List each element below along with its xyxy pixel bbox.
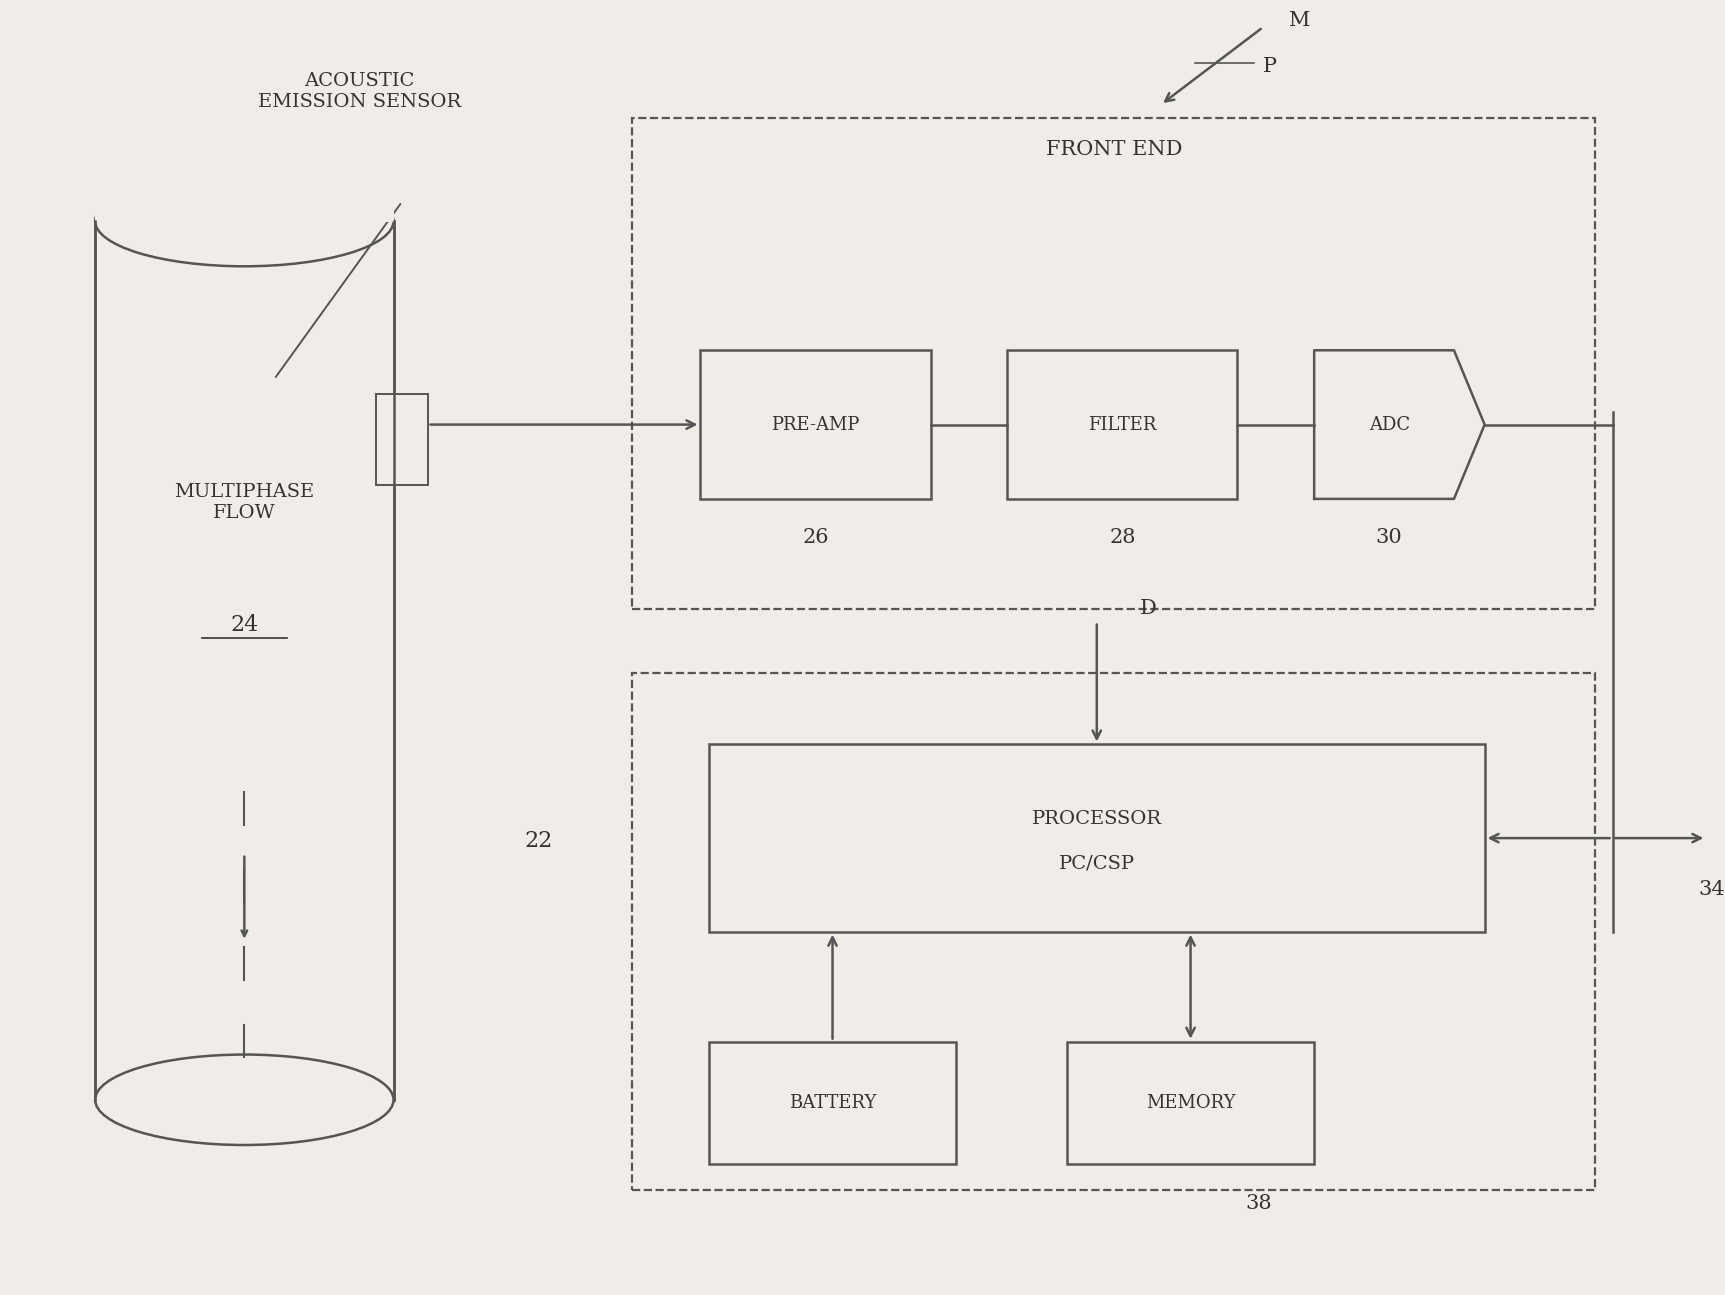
Text: M: M <box>1289 12 1309 30</box>
FancyBboxPatch shape <box>1007 350 1237 499</box>
Text: 26: 26 <box>802 528 828 548</box>
Polygon shape <box>1314 350 1485 499</box>
FancyBboxPatch shape <box>709 745 1485 932</box>
Text: 30: 30 <box>1377 528 1402 548</box>
Text: PC/CSP: PC/CSP <box>1059 855 1135 873</box>
Text: 38: 38 <box>1245 1194 1271 1212</box>
FancyBboxPatch shape <box>95 174 393 223</box>
Text: D: D <box>1140 600 1156 618</box>
Text: PRE-AMP: PRE-AMP <box>771 416 859 434</box>
FancyBboxPatch shape <box>1068 1041 1314 1164</box>
Text: P: P <box>1263 57 1276 75</box>
Text: 34: 34 <box>1697 881 1725 899</box>
Text: PROCESSOR: PROCESSOR <box>1032 809 1163 828</box>
Text: 20: 20 <box>345 177 374 199</box>
Text: ACOUSTIC
EMISSION SENSOR: ACOUSTIC EMISSION SENSOR <box>257 73 461 111</box>
Text: 24: 24 <box>229 614 259 636</box>
FancyBboxPatch shape <box>631 118 1596 609</box>
Ellipse shape <box>95 176 393 267</box>
Text: 28: 28 <box>1109 528 1135 548</box>
FancyBboxPatch shape <box>709 1041 956 1164</box>
Text: MULTIPHASE
FLOW: MULTIPHASE FLOW <box>174 483 314 522</box>
Text: ADC: ADC <box>1368 416 1409 434</box>
Text: MEMORY: MEMORY <box>1145 1094 1235 1112</box>
Text: FILTER: FILTER <box>1088 416 1156 434</box>
Text: FRONT END: FRONT END <box>1045 140 1182 159</box>
FancyBboxPatch shape <box>95 221 393 1099</box>
Text: 22: 22 <box>524 830 552 852</box>
FancyBboxPatch shape <box>700 350 930 499</box>
Text: BATTERY: BATTERY <box>788 1094 876 1112</box>
FancyBboxPatch shape <box>376 394 428 484</box>
FancyBboxPatch shape <box>631 673 1596 1190</box>
Ellipse shape <box>95 1054 393 1145</box>
